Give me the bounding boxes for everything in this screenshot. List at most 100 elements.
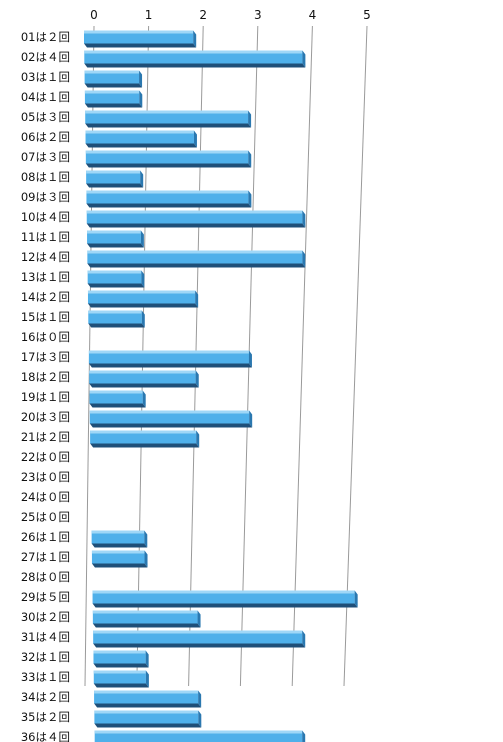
- bar-end-cap: [193, 30, 197, 48]
- bar-front-face: [94, 730, 303, 742]
- bar-bottom-face: [91, 543, 148, 548]
- category-label: 02は４回: [21, 50, 70, 64]
- bar-bottom-face: [90, 443, 200, 448]
- bar-end-cap: [198, 690, 202, 708]
- bar-front-face: [93, 630, 303, 644]
- category-label: 17は３回: [21, 350, 70, 364]
- bar-top-highlight: [87, 270, 142, 274]
- bar-front-face: [88, 310, 142, 324]
- x-axis-ticks: 0 1 2 3 4 5: [90, 8, 371, 22]
- bar-bottom-face: [86, 203, 252, 208]
- bar-front-face: [84, 30, 194, 44]
- category-label: 34は２回: [21, 690, 70, 704]
- bar-end-cap: [248, 350, 252, 368]
- x-tick-label: 2: [199, 8, 207, 22]
- bar-front-face: [89, 370, 196, 384]
- bar-front-face: [87, 270, 142, 284]
- bar-front-face: [85, 150, 249, 164]
- bar: [94, 730, 306, 742]
- bar-front-face: [86, 170, 141, 184]
- bar-front-face: [87, 250, 303, 264]
- bar-end-cap: [248, 110, 252, 128]
- x-tick-label: 4: [309, 8, 317, 22]
- bar-end-cap: [198, 710, 202, 728]
- bar: [87, 270, 145, 288]
- category-label: 33は１回: [21, 670, 70, 684]
- bar: [91, 550, 148, 568]
- bar-top-highlight: [84, 90, 140, 94]
- bar: [84, 70, 143, 88]
- bar-front-face: [87, 290, 196, 304]
- bar-front-face: [86, 210, 303, 224]
- bar-end-cap: [140, 170, 144, 188]
- category-label: 06は２回: [21, 130, 70, 144]
- bar-front-face: [93, 670, 146, 684]
- bar-bottom-face: [93, 663, 149, 668]
- bar-front-face: [84, 70, 140, 84]
- bar-front-face: [91, 550, 145, 564]
- bar-top-highlight: [94, 730, 303, 734]
- bar-bottom-face: [88, 323, 145, 328]
- category-label: 29は５回: [21, 590, 70, 604]
- bar: [89, 370, 199, 388]
- bar-front-face: [86, 190, 249, 204]
- x-tick-label: 5: [363, 8, 371, 22]
- bar-end-cap: [249, 410, 253, 428]
- category-label: 27は１回: [21, 550, 70, 564]
- bar-top-highlight: [88, 310, 142, 314]
- bar-bottom-face: [87, 283, 145, 288]
- category-label: 31は４回: [21, 630, 70, 644]
- category-label: 23は０回: [21, 470, 70, 484]
- bar-front-face: [87, 230, 141, 244]
- category-label: 35は２回: [21, 710, 70, 724]
- bar: [93, 670, 149, 688]
- bar-top-highlight: [93, 630, 303, 634]
- bar-end-cap: [302, 730, 306, 742]
- bar: [88, 350, 252, 368]
- bar-top-highlight: [89, 410, 250, 414]
- bar: [84, 90, 143, 108]
- bar-end-cap: [193, 130, 197, 148]
- x-tick-label: 3: [254, 8, 262, 22]
- bar: [86, 190, 252, 208]
- bar: [84, 30, 197, 48]
- bar-top-highlight: [84, 50, 303, 54]
- category-label: 21は２回: [21, 430, 70, 444]
- bar-bottom-face: [87, 303, 199, 308]
- category-label: 04は１回: [21, 90, 70, 104]
- category-label: 14は２回: [21, 290, 70, 304]
- bar-top-highlight: [89, 390, 143, 394]
- category-label: 07は３回: [21, 150, 70, 164]
- bar-end-cap: [302, 50, 306, 68]
- bar-end-cap: [141, 270, 145, 288]
- bar: [85, 110, 252, 128]
- bar-end-cap: [140, 230, 144, 248]
- bar-bottom-face: [84, 83, 143, 88]
- category-label: 03は１回: [21, 70, 70, 84]
- bar: [89, 390, 146, 408]
- bar-top-highlight: [87, 250, 303, 254]
- bar: [88, 310, 145, 328]
- bar-top-highlight: [87, 230, 141, 234]
- bar-front-face: [92, 610, 198, 624]
- bar-bottom-face: [91, 563, 148, 568]
- bar-front-face: [92, 590, 355, 604]
- category-label: 36は４回: [21, 730, 70, 742]
- category-label: 01は２回: [21, 30, 70, 44]
- category-label: 30は２回: [21, 610, 70, 624]
- bar: [92, 610, 201, 628]
- category-label: 18は２回: [21, 370, 70, 384]
- bar: [85, 130, 197, 148]
- category-label: 20は３回: [21, 410, 70, 424]
- bar: [84, 50, 306, 68]
- bar-front-face: [91, 530, 145, 544]
- bar-bottom-face: [87, 263, 306, 268]
- bar-top-highlight: [85, 150, 249, 154]
- bar-bottom-face: [85, 123, 252, 128]
- bar-top-highlight: [92, 610, 198, 614]
- bar-end-cap: [145, 650, 149, 668]
- bar-top-highlight: [84, 30, 194, 34]
- x-tick-label: 1: [145, 8, 153, 22]
- bar-front-face: [85, 110, 249, 124]
